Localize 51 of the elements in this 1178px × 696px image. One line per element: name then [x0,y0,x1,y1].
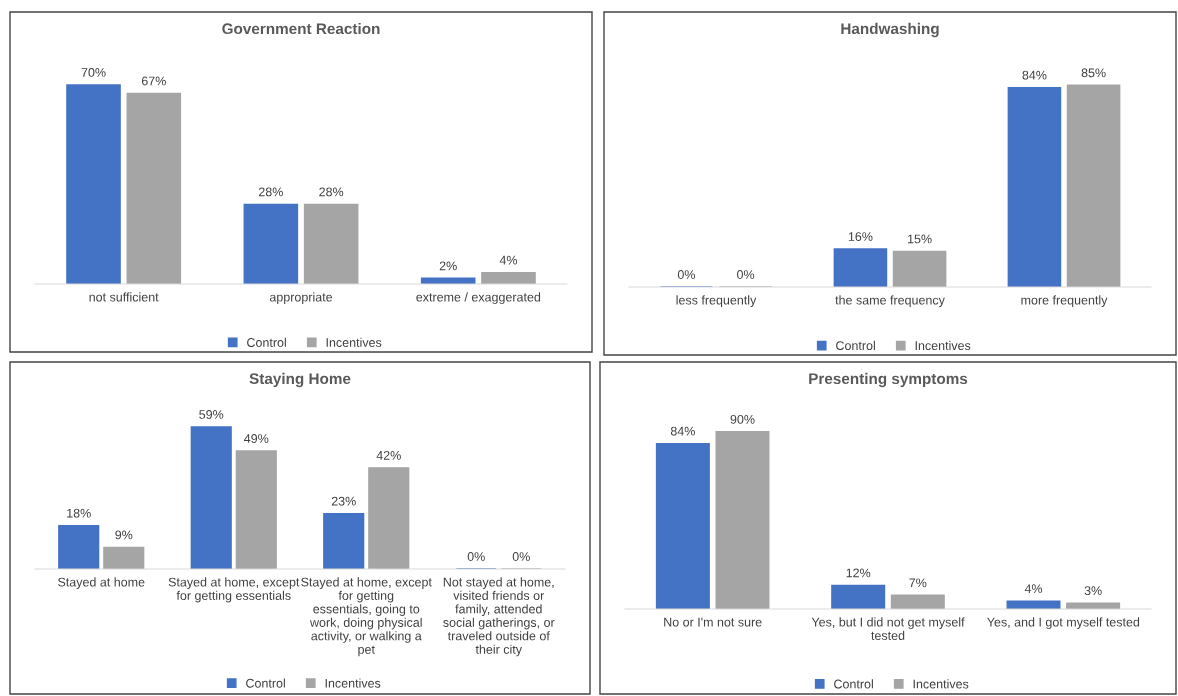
data-label: 2% [439,261,457,271]
legend-label: Incentives [915,340,971,351]
data-label: 84% [670,426,695,436]
data-label: 67% [141,76,166,86]
data-label: 0% [737,270,755,279]
chart-title: Handwashing [841,22,939,38]
data-label: 59% [199,410,224,419]
data-label: 70% [81,68,106,77]
data-label: 28% [319,187,344,197]
data-label: 4% [1024,584,1043,594]
x-tick-label: appropriate [269,292,333,304]
x-tick-label: Stayed at home, except for getting essentials, going to work, doing physical activity, or walking a pet [301,577,432,657]
data-label: 42% [376,450,401,460]
data-label: 0% [677,270,696,279]
legend-label: Control [834,679,873,689]
data-label: 15% [908,234,932,244]
data-label: 0% [512,552,530,561]
data-label: 49% [244,434,269,443]
x-tick-label: Yes, and I got myself tested [987,617,1140,629]
data-label: 9% [115,530,133,540]
chart-title: Staying Home [249,372,351,388]
chart-title: Government Reaction [222,22,380,35]
data-label: 90% [730,414,755,424]
x-tick-label: Yes, but I did not get myself tested [811,617,965,640]
data-label: 0% [467,552,485,561]
legend-label: Control [836,340,875,351]
data-label: 7% [909,578,927,588]
x-tick-label: the same frequency [835,295,945,307]
legend-label: Control [246,678,285,688]
data-label: 18% [67,508,91,518]
data-label: 23% [331,496,356,506]
x-tick-label: No or I'm not sure [664,617,762,627]
data-label: 16% [848,232,873,241]
x-tick-label: Not stayed at home, visited friends or family, attended social gatherings, or traveled outside of their city [443,577,555,657]
x-tick-label: more frequently [1021,295,1108,307]
data-label: 12% [846,568,871,578]
data-label: 28% [258,187,283,197]
data-label: 3% [1084,586,1102,596]
legend-label: Control [247,337,286,347]
x-tick-label: Stayed at home [58,577,145,589]
legend-label: Incentives [326,337,382,347]
x-tick-label: not sufficient [89,292,159,302]
data-label: 84% [1022,70,1047,80]
data-label: 85% [1081,68,1106,78]
data-label: 4% [499,255,518,265]
x-tick-label: extreme / exaggerated [416,292,541,304]
legend-label: Incentives [325,678,381,688]
x-tick-label: Stayed at home, except for getting essentials [168,577,300,603]
legend-label: Incentives [913,679,969,689]
x-tick-label: less frequently [676,295,757,307]
chart-title: Presenting symptoms [809,372,968,388]
